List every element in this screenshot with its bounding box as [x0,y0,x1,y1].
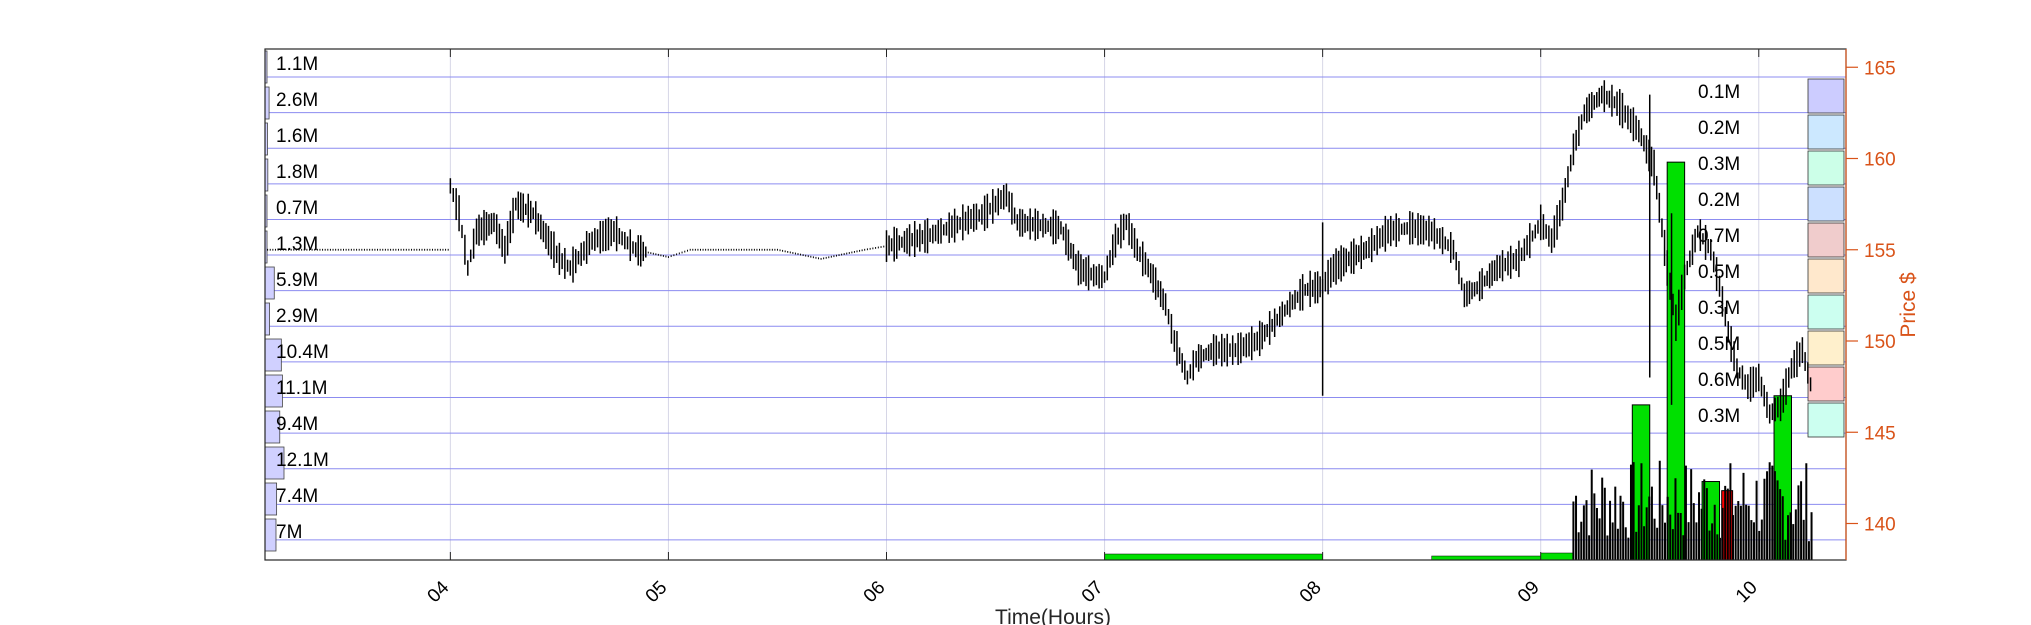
volume-strip [1540,552,1574,561]
right-profile-box [1807,402,1845,438]
right-profile-label: 0.5M [1698,334,1740,355]
right-profile-label: 0.2M [1698,190,1740,211]
right-profile-box [1807,150,1845,186]
price-tick-label: 145 [1864,423,1896,444]
left-profile-bar [264,266,275,300]
x-axis-label: Time(Hours) [995,606,1111,625]
right-profile-box [1807,258,1845,294]
left-profile-label: 12.1M [276,450,329,471]
right-profile-box [1807,186,1845,222]
right-profile-box [1807,78,1845,114]
left-profile-label: 2.6M [276,90,318,111]
left-profile-label: 9.4M [276,414,318,435]
price-tick-label: 150 [1864,332,1896,353]
left-profile-label: 1.8M [276,162,318,183]
left-profile-bar [264,86,270,120]
price-tick-label: 140 [1864,515,1896,536]
left-profile-bar [264,302,270,336]
left-profile-label: 1.6M [276,126,318,147]
right-profile-box [1807,114,1845,150]
left-profile-label: 5.9M [276,270,318,291]
price-tick-label: 155 [1864,241,1896,262]
right-profile-label: 0.6M [1698,370,1740,391]
left-profile-label: 2.9M [276,306,318,327]
left-profile-label: 0.7M [276,198,318,219]
right-profile-box [1807,366,1845,402]
grid [449,49,1760,560]
left-profile-label: 10.4M [276,342,329,363]
left-profile-label: 11.1M [276,378,327,399]
right-profile-label: 0.5M [1698,262,1740,283]
right-profile-label: 0.2M [1698,118,1740,139]
left-profile-label: 7M [276,522,302,543]
right-profile-box [1807,222,1845,258]
price-tick-label: 165 [1864,58,1896,79]
left-profile-label: 1.1M [276,54,318,75]
volume-bars [1104,161,1813,561]
right-profile-label: 0.7M [1698,226,1740,247]
price-candles [264,80,1812,424]
right-volume-profile: 0.1M 0.2M 0.3M 0.2M 0.7M 0.5M 0.3M 0.5M 0.6M 0.3M [1698,78,1845,438]
left-profile-label: 1.3M [276,234,318,255]
left-profile-bar [264,518,277,552]
right-profile-label: 0.3M [1698,406,1740,427]
left-profile-label: 7.4M [276,486,318,507]
y-axis-label: Price $ [1897,272,1920,338]
left-profile-bar [264,482,278,516]
right-profile-label: 0.1M [1698,82,1740,103]
right-profile-box [1807,330,1845,366]
left-volume-profile: 1.1M 2.6M 1.6M 1.8M 0.7M 1.3M 5.9M 2.9M 10.4M 11.… [264,50,329,552]
price-bands [265,76,1846,541]
right-profile-label: 0.3M [1698,298,1740,319]
volume-strip [1104,553,1323,561]
price-tick-label: 160 [1864,150,1896,171]
right-profile-box [1807,294,1845,330]
right-profile-label: 0.3M [1698,154,1740,175]
